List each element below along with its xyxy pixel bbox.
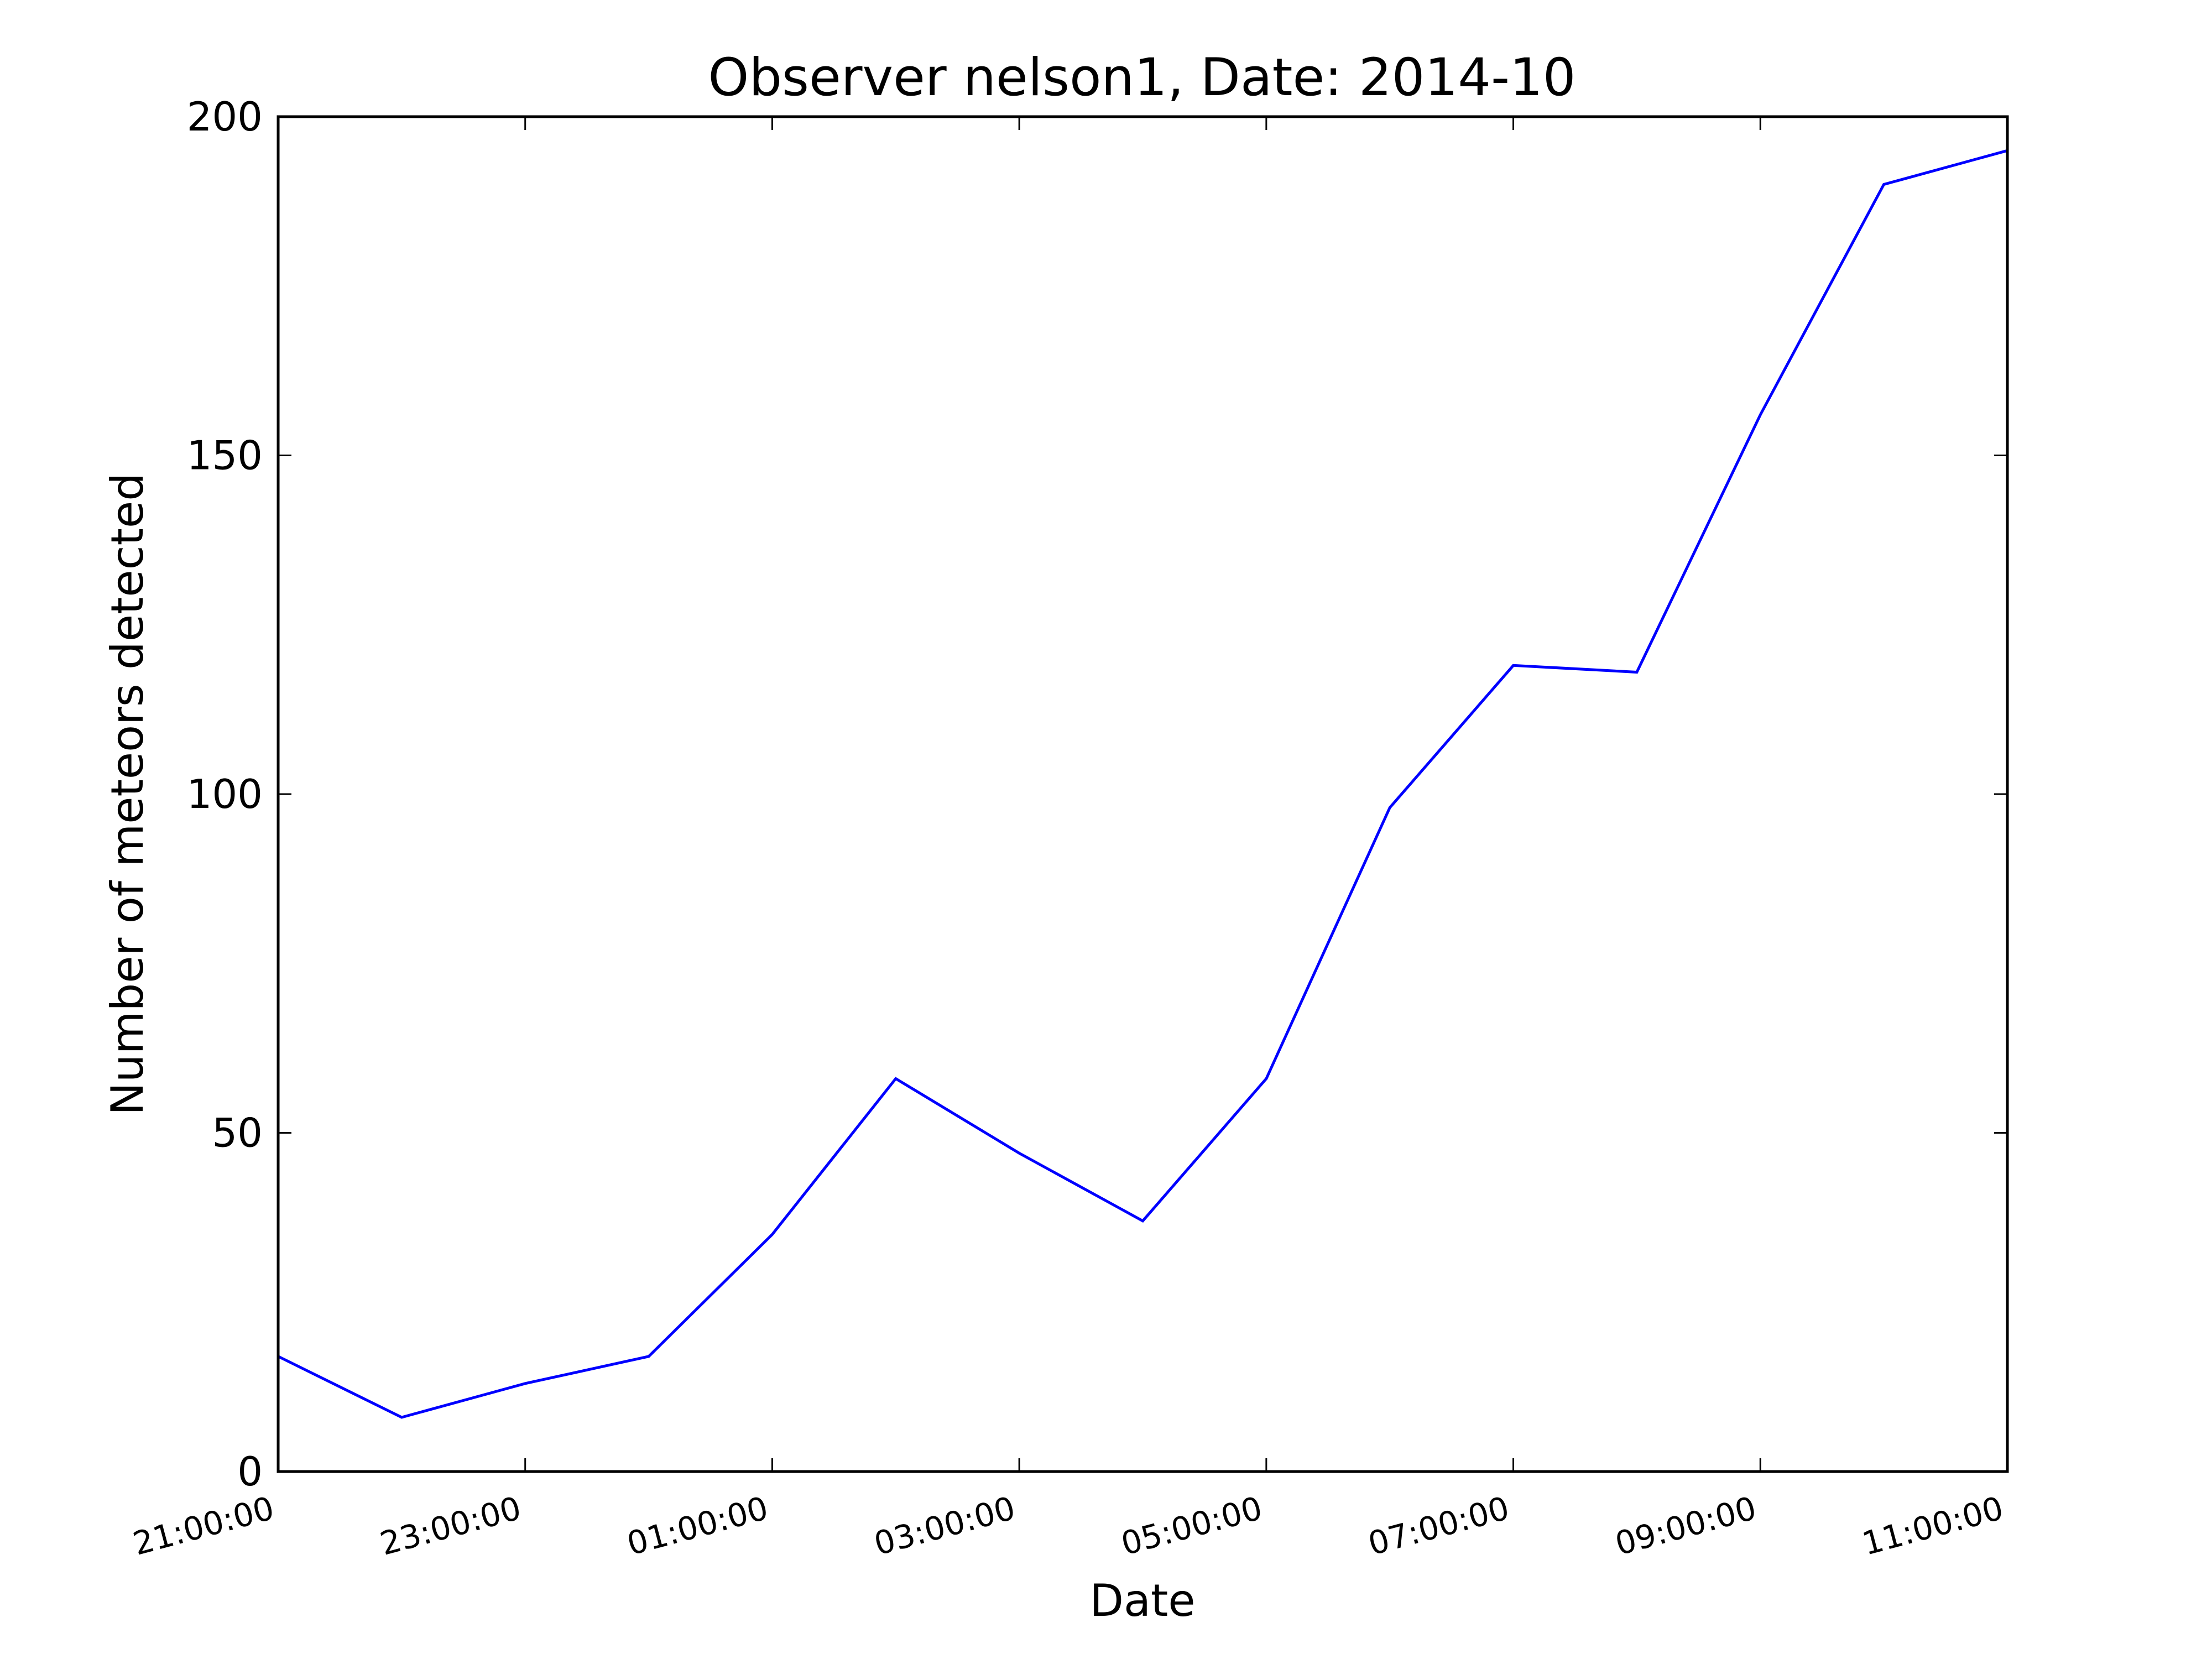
chart-title: Observer nelson1, Date: 2014-10	[708, 48, 1575, 108]
ytick-label-4: 200	[187, 93, 263, 140]
ytick-label-3: 150	[187, 432, 263, 479]
ytick-label-0: 0	[237, 1448, 263, 1495]
ytick-label-2: 100	[187, 771, 263, 817]
ytick-label-1: 50	[212, 1110, 263, 1156]
y-axis-label: Number of meteors detected	[102, 473, 153, 1115]
series-line-meteors	[277, 149, 2008, 1419]
plot-frame	[276, 115, 2009, 1473]
plot-area	[277, 149, 2008, 1419]
x-axis-label: Date	[1089, 1575, 1195, 1626]
